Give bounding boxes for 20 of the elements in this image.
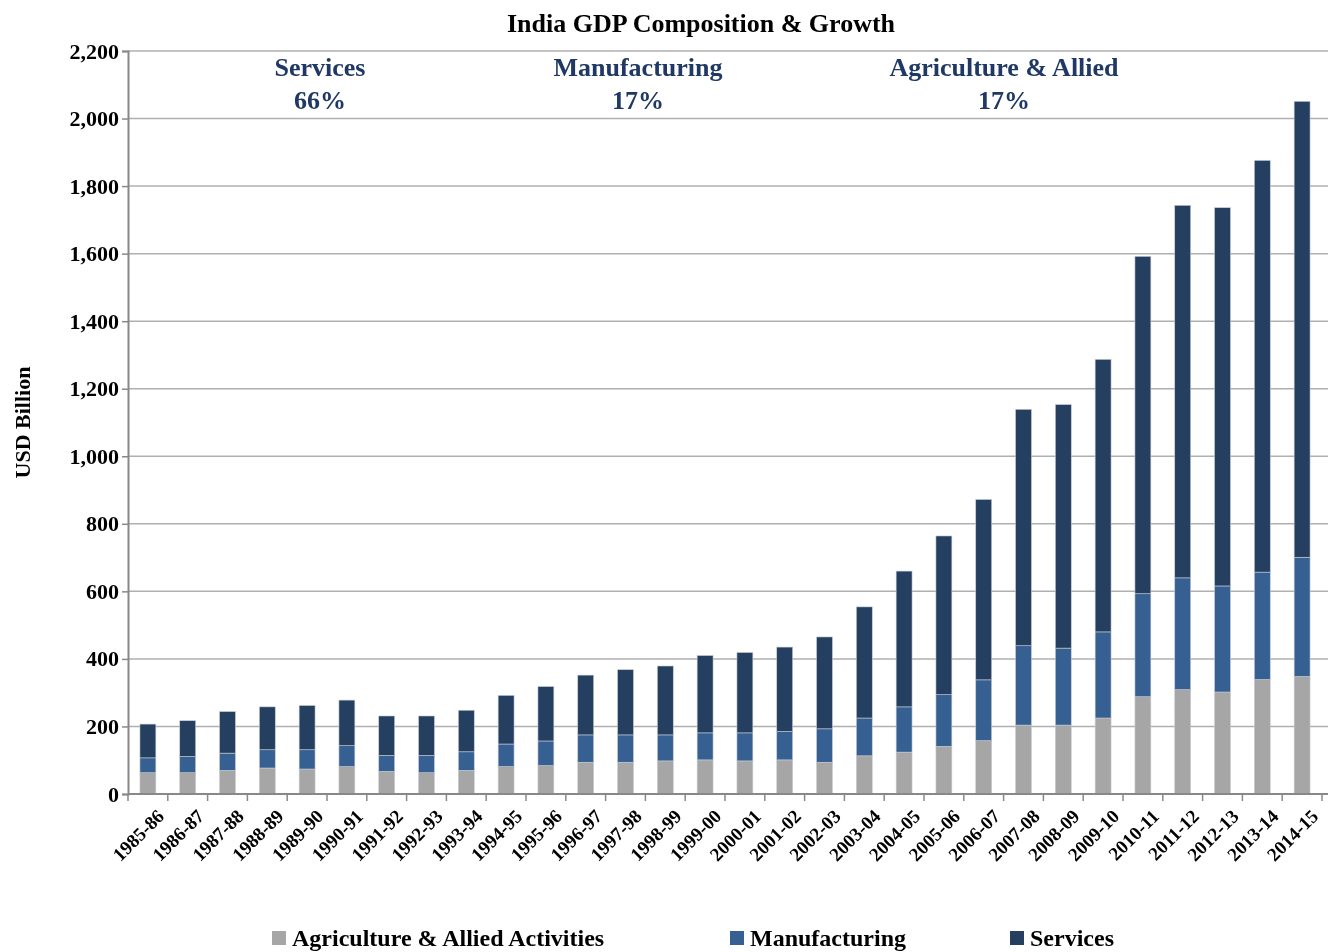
y-tick-label: 2,000 bbox=[69, 106, 119, 132]
y-tick-label: 600 bbox=[86, 578, 119, 604]
y-tick-label: 800 bbox=[86, 511, 119, 537]
y-axis-title: USD Billion bbox=[10, 366, 35, 479]
legend-label: Manufacturing bbox=[750, 925, 906, 951]
legend-label: Services bbox=[1030, 925, 1114, 951]
y-tick-label: 1,800 bbox=[69, 173, 119, 199]
annotation: Agriculture & Allied 17% bbox=[889, 53, 1120, 115]
annotation: Manufacturing 17% bbox=[553, 53, 723, 115]
y-tick-label: 1,600 bbox=[69, 241, 119, 267]
y-tick-label: 1,200 bbox=[69, 376, 119, 402]
y-tick-label: 1,400 bbox=[69, 308, 119, 334]
y-tick-label: 0 bbox=[108, 781, 119, 807]
legend-label: Agriculture & Allied Activities bbox=[292, 925, 605, 951]
y-tick-label: 2,200 bbox=[69, 38, 119, 64]
y-tick-label: 1,000 bbox=[69, 443, 119, 469]
y-tick-label: 400 bbox=[86, 646, 119, 672]
annotation: Services 66% bbox=[274, 53, 366, 115]
chart-title: India GDP Composition & Growth bbox=[506, 9, 896, 38]
y-tick-label: 200 bbox=[86, 713, 119, 739]
